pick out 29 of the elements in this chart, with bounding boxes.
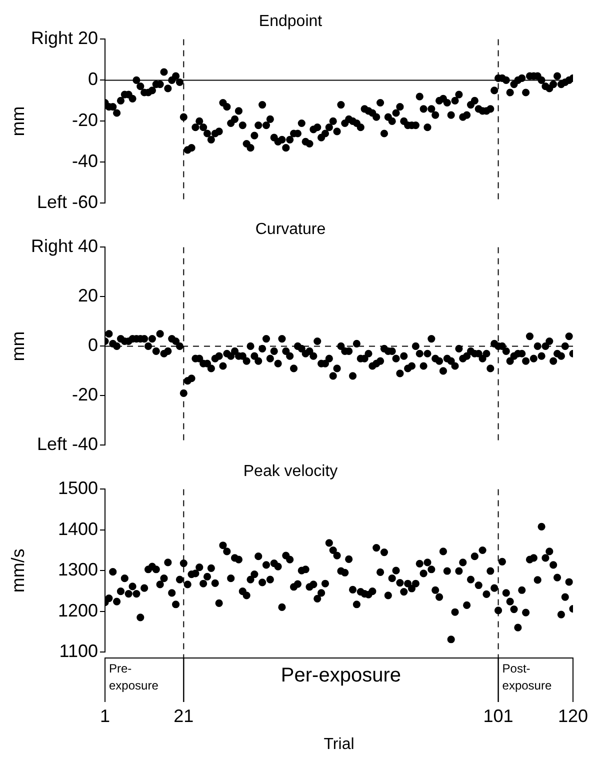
y-tick-label: Left -60 bbox=[36, 192, 98, 212]
y-tick-label: 1200 bbox=[58, 600, 98, 620]
y-tick-label: Right 20 bbox=[30, 28, 98, 48]
chart-title: Peak velocity bbox=[243, 463, 338, 480]
chart-title: Endpoint bbox=[258, 13, 323, 30]
y-tick-label: 1100 bbox=[59, 640, 98, 661]
text: Per-exposure bbox=[280, 664, 401, 687]
chart-title: Curvature bbox=[255, 221, 326, 238]
text: Pre-exposure bbox=[109, 661, 159, 692]
y-axis-title: mm bbox=[8, 331, 28, 362]
x-axis-title: Trial bbox=[324, 736, 354, 753]
y-tick-label: 20 bbox=[78, 286, 98, 306]
x-tick-label: 120 bbox=[558, 706, 588, 726]
x-tick-label: 101 bbox=[483, 706, 514, 726]
y-tick-label: 0 bbox=[88, 335, 98, 356]
y-axis-title: mm/s bbox=[8, 548, 28, 593]
y-tick-label: 1500 bbox=[58, 478, 98, 498]
x-tick-label: 21 bbox=[174, 706, 194, 726]
y-tick-label: -20 bbox=[72, 110, 98, 130]
y-tick-label: Left -40 bbox=[36, 434, 98, 454]
y-axis-title: mm bbox=[8, 106, 28, 136]
y-tick-label: 0 bbox=[88, 69, 98, 90]
x-tick-label: 1 bbox=[100, 706, 110, 726]
y-tick-label: -20 bbox=[72, 384, 98, 405]
y-tick-label: Right 40 bbox=[30, 236, 98, 256]
y-tick-label: 1400 bbox=[58, 518, 98, 539]
text: Post-exposure bbox=[502, 661, 552, 692]
y-tick-label: -40 bbox=[72, 151, 98, 172]
y-tick-label: 1300 bbox=[58, 560, 98, 580]
